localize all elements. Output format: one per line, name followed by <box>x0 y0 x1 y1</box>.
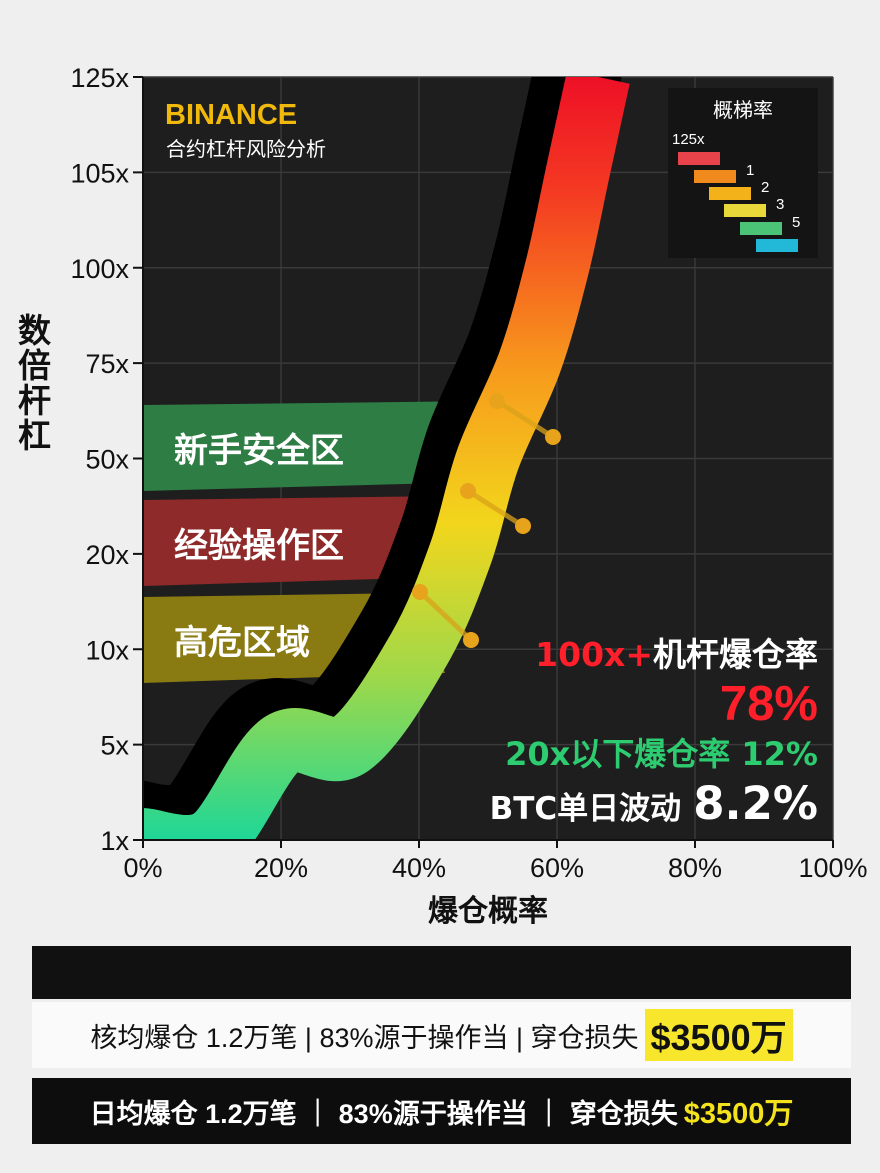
legend-label: 125x <box>672 131 705 148</box>
y-tick-label: 5x <box>100 731 129 761</box>
curve-marker-dot <box>463 632 479 648</box>
legend-label: 3 <box>776 196 784 213</box>
x-tick-label: 0% <box>123 853 162 883</box>
y-tick-label: 50x <box>85 445 129 475</box>
legend-title: 概梯率 <box>713 98 773 122</box>
chart-subtitle: 合约杠杆风险分析 <box>166 137 326 161</box>
y-tick-label: 20x <box>85 540 129 570</box>
curve-group <box>143 77 630 840</box>
stats-bar-light: 核均爆仓 1.2万笔 | 83%源于操作当 | 穿仓损失 $3500万 <box>32 1002 851 1068</box>
curve-marker-dot <box>460 483 476 499</box>
legend-swatch <box>678 152 720 165</box>
low-rate-text: 20x以下爆仓率 12% <box>505 735 818 773</box>
x-tick-label: 40% <box>392 853 446 883</box>
legend-label: 1 <box>746 162 754 179</box>
x-tick-label: 100% <box>798 853 867 883</box>
stats-dark-text: 日均爆仓 1.2万笔 ｜ 83%源于操作当 ｜ 穿仓损失 <box>89 1098 678 1129</box>
y-tick-label: 125x <box>70 63 129 93</box>
curve-marker-line <box>495 398 555 440</box>
btc-volatility: BTC单日波动 8.2% <box>490 777 818 830</box>
legend-swatch <box>724 204 766 217</box>
stats-light-text: 核均爆仓 1.2万笔 | 83%源于操作当 | 穿仓损失 <box>90 1022 639 1053</box>
y-tick-label: 100x <box>70 254 129 284</box>
stats-dark-highlight: $3500万 <box>683 1098 794 1130</box>
legend-label: 2 <box>761 179 769 196</box>
legend-swatch <box>756 239 798 252</box>
y-tick-label: 105x <box>70 158 129 188</box>
high-rate-value: 78% <box>720 677 818 731</box>
y-tick-label: 10x <box>85 635 129 665</box>
risk-zone-label: 高危区域 <box>174 623 310 663</box>
curve-marker-line <box>466 488 525 529</box>
high-rate-label: 100x+机杆爆仓率 <box>535 635 818 674</box>
y-axis-label: 数倍杆杠 <box>13 313 52 453</box>
stats-bar-dark: 日均爆仓 1.2万笔 ｜ 83%源于操作当 ｜ 穿仓损失 $3500万 <box>32 1078 851 1144</box>
curve-marker-dot <box>489 393 505 409</box>
x-axis-label: 爆仓概率 <box>428 894 548 929</box>
risk-zone-label: 经验操作区 <box>174 526 344 566</box>
btc-label: BTC单日波动 <box>490 791 682 827</box>
footer-dark-banner <box>32 946 851 999</box>
high-rate-suffix: 机杆爆仓率 <box>653 635 818 674</box>
legend-swatch <box>740 222 782 235</box>
stats-light-highlight: $3500万 <box>644 1009 793 1061</box>
x-tick-label: 80% <box>668 853 722 883</box>
curve-marker-dot <box>515 518 531 534</box>
x-tick-label: 60% <box>530 853 584 883</box>
brand-title: BINANCE <box>165 99 297 131</box>
high-rate-prefix: 100x+ <box>535 635 653 674</box>
btc-value: 8.2% <box>693 777 818 830</box>
x-tick-label: 20% <box>254 853 308 883</box>
legend-label: 5 <box>792 214 800 231</box>
risk-zone-label: 新手安全区 <box>174 431 344 471</box>
legend-swatch <box>694 170 736 183</box>
annotations: 100x+机杆爆仓率 78% 20x以下爆仓率 12% BTC单日波动 8.2% <box>490 635 818 830</box>
series-line <box>143 77 630 840</box>
y-tick-label: 75x <box>85 349 129 379</box>
curve-marker-line <box>418 590 473 642</box>
curve-marker-dot <box>412 584 428 600</box>
y-tick-label: 1x <box>100 826 129 856</box>
legend-swatch <box>709 187 751 200</box>
curve-marker-dot <box>545 429 561 445</box>
